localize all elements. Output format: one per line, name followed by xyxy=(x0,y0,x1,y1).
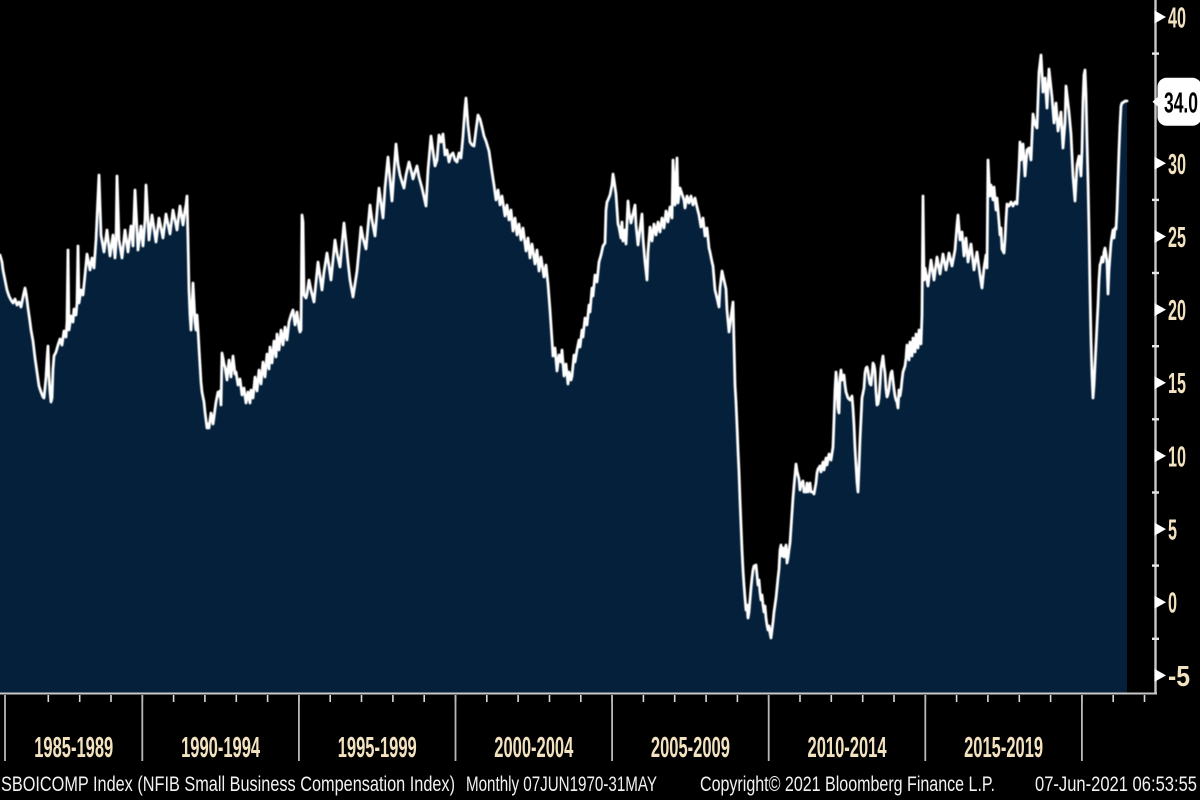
svg-text:Copyright© 2021 Bloomberg Fina: Copyright© 2021 Bloomberg Finance L.P. xyxy=(700,771,995,796)
svg-text:0: 0 xyxy=(1168,587,1177,619)
svg-text:25: 25 xyxy=(1168,221,1186,253)
svg-text:1985-1989: 1985-1989 xyxy=(34,731,113,763)
svg-text:2015-2019: 2015-2019 xyxy=(964,731,1043,763)
svg-text:10: 10 xyxy=(1168,440,1186,472)
svg-text:30: 30 xyxy=(1168,148,1186,180)
svg-text:07-Jun-2021 06:53:55: 07-Jun-2021 06:53:55 xyxy=(1035,771,1197,796)
svg-text:1995-1999: 1995-1999 xyxy=(338,731,417,763)
svg-text:2000-2004: 2000-2004 xyxy=(494,731,573,763)
svg-text:5: 5 xyxy=(1168,514,1177,546)
svg-text:2005-2009: 2005-2009 xyxy=(651,731,730,763)
svg-text:SBOICOMP Index (NFIB Small Bus: SBOICOMP Index (NFIB Small Business Comp… xyxy=(1,771,455,796)
svg-text:15: 15 xyxy=(1168,367,1186,399)
svg-text:-5: -5 xyxy=(1168,660,1190,692)
svg-text:Monthly 07JUN1970-31MAY: Monthly 07JUN1970-31MAY xyxy=(466,771,657,796)
svg-text:40: 40 xyxy=(1168,2,1186,34)
svg-text:2010-2014: 2010-2014 xyxy=(808,731,887,763)
svg-text:1990-1994: 1990-1994 xyxy=(181,731,260,763)
svg-text:34.0: 34.0 xyxy=(1164,86,1198,118)
svg-text:20: 20 xyxy=(1168,294,1186,326)
